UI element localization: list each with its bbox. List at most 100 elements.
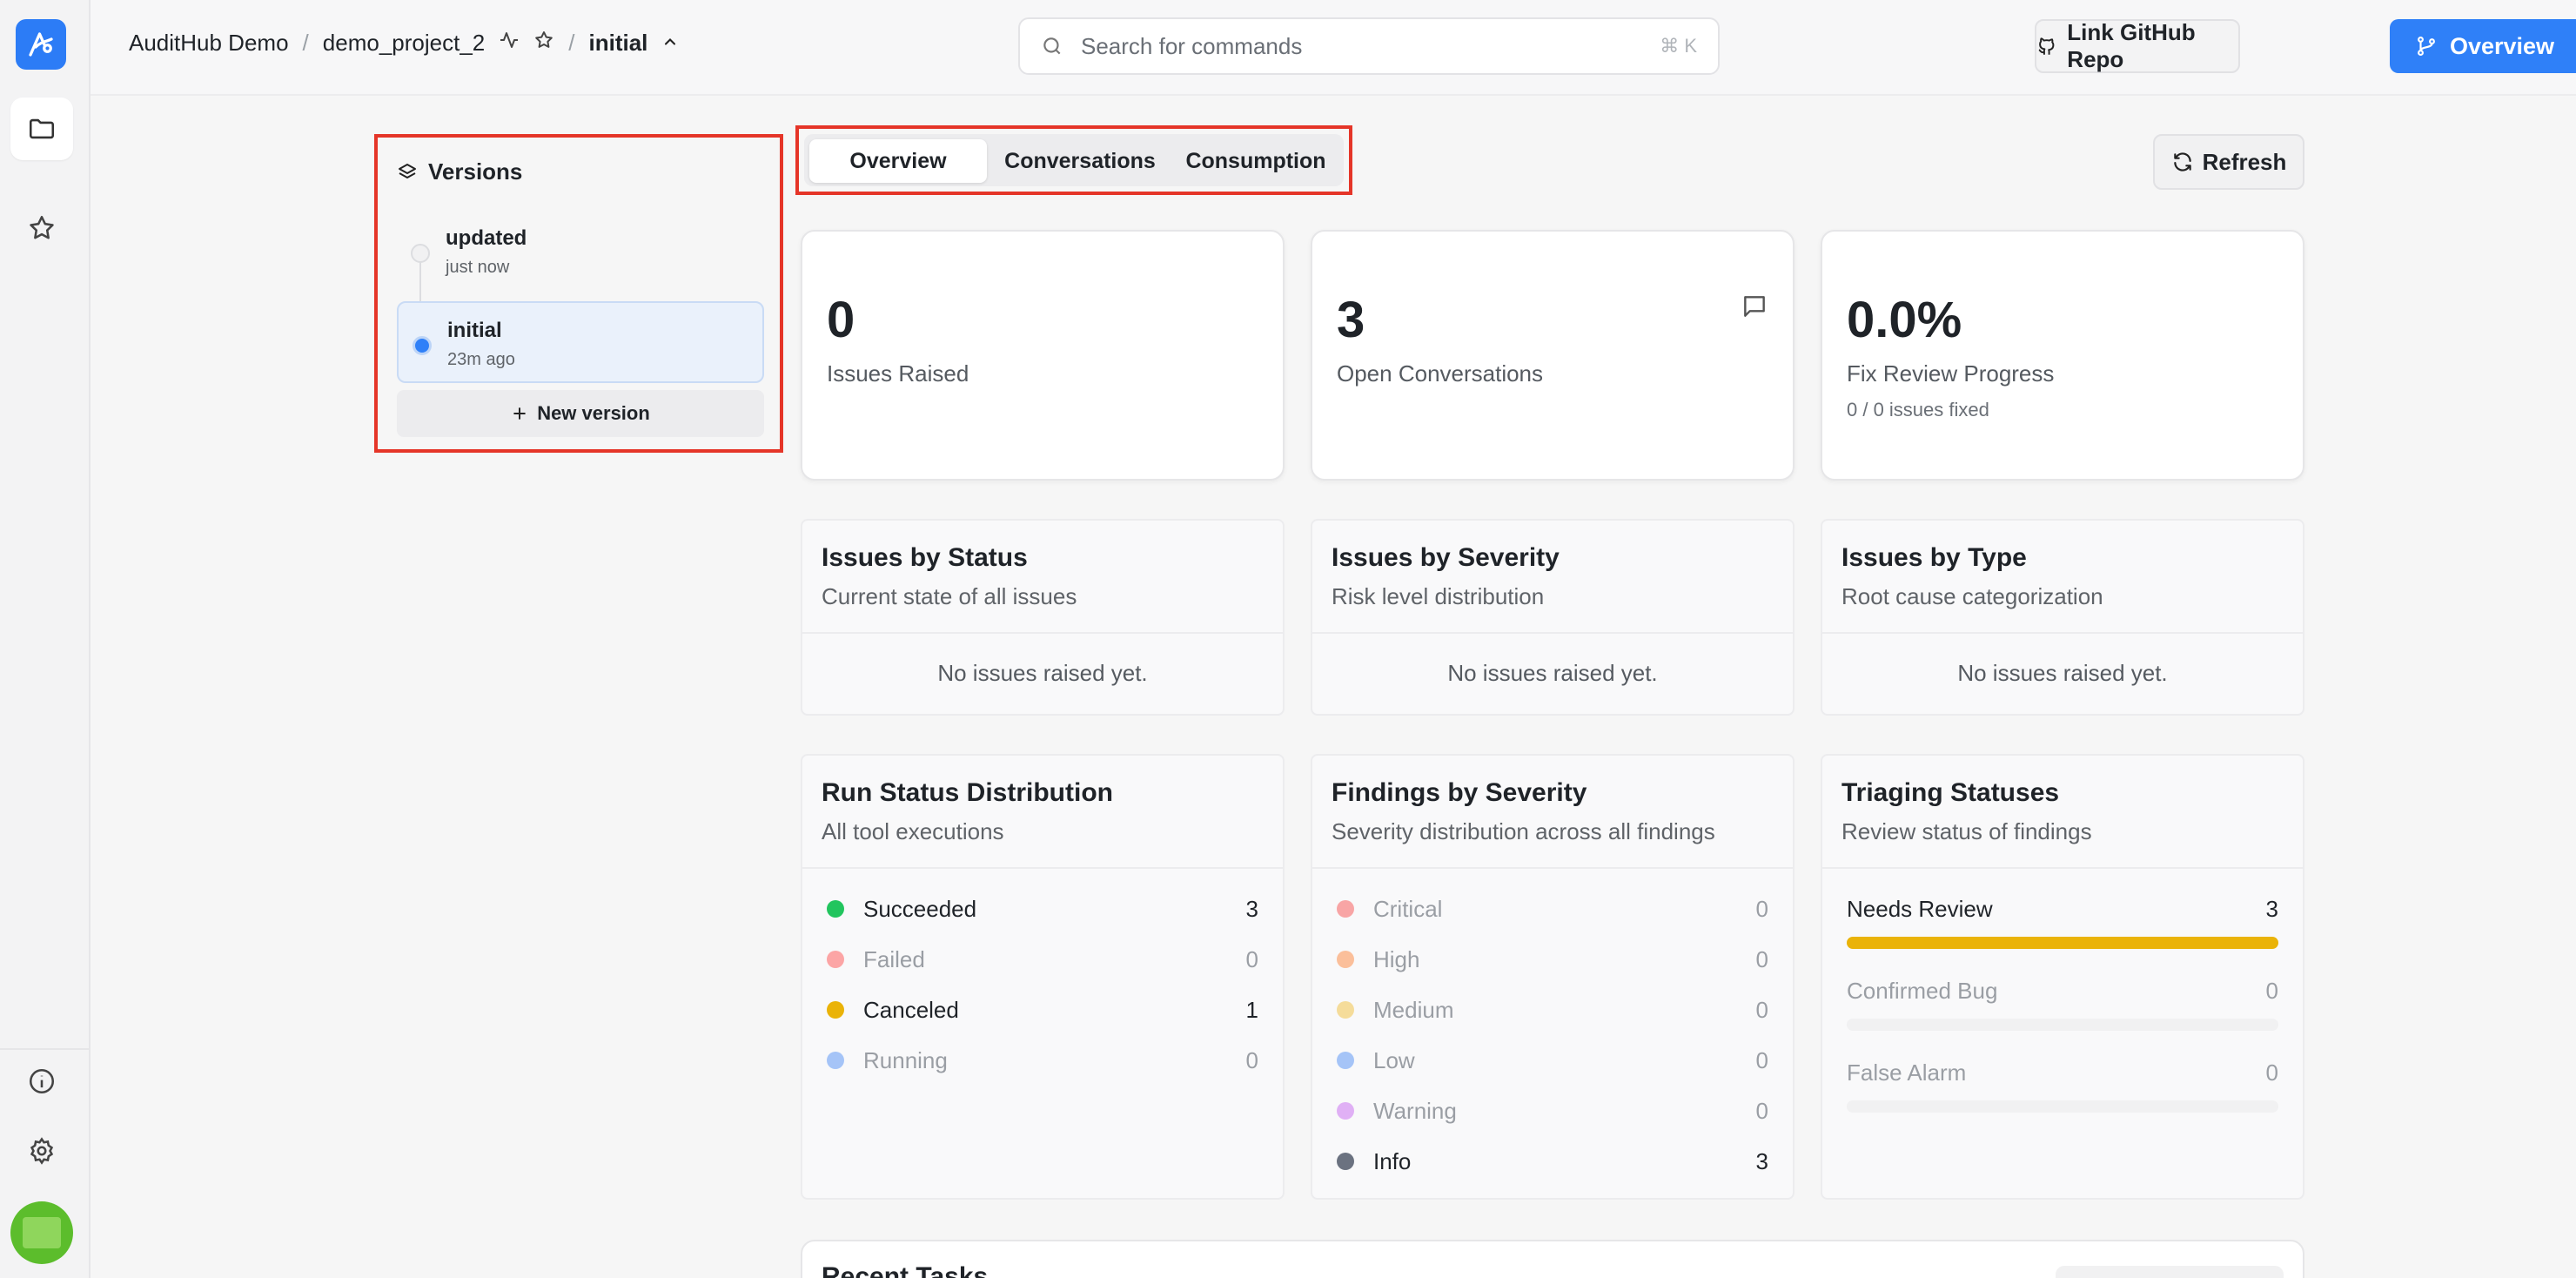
run-status-canceled: Canceled 1 [827, 992, 1258, 1027]
recent-tasks-action[interactable] [2056, 1266, 2284, 1278]
triage-false-alarm: False Alarm 0 [1847, 1055, 2278, 1090]
tab-conversations[interactable]: Conversations [1004, 148, 1156, 173]
version-dot [411, 244, 430, 263]
issues-by-type-panel: Issues by Type Root cause categorization… [1821, 519, 2304, 716]
panel-subtitle: Review status of findings [1841, 818, 2092, 844]
message-square-icon [1744, 296, 1765, 317]
findings-severity-panel: Findings by Severity Severity distributi… [1311, 754, 1794, 1200]
triaging-statuses-panel: Triaging Statuses Review status of findi… [1821, 754, 2304, 1200]
panel-subtitle: Severity distribution across all finding… [1332, 818, 1715, 844]
panel-divider [802, 867, 1283, 869]
issues-by-status-panel: Issues by Status Current state of all is… [801, 519, 1285, 716]
finding-medium: Medium 0 [1337, 992, 1768, 1027]
severity-count: 0 [1755, 1046, 1768, 1073]
projects-folder-icon[interactable] [10, 98, 73, 160]
triage-count: 0 [2265, 977, 2278, 1004]
empty-state: No issues raised yet. [1447, 660, 1658, 686]
github-icon [2038, 37, 2055, 55]
panel-title: Issues by Severity [1332, 543, 1560, 572]
triage-confirmed-bug: Confirmed Bug 0 [1847, 973, 2278, 1008]
panel-divider [1312, 632, 1793, 634]
status-count: 0 [1245, 1046, 1258, 1073]
panel-title: Triaging Statuses [1841, 778, 2060, 807]
status-name: Running [863, 1046, 948, 1073]
recent-tasks-panel: Recent Tasks [801, 1240, 2304, 1278]
info-icon[interactable] [10, 1050, 73, 1113]
new-version-label: New version [537, 402, 650, 424]
search-shortcut: ⌘ K [1660, 35, 1697, 57]
fix-review-detail: 0 / 0 issues fixed [1847, 399, 1989, 420]
version-name: initial [447, 319, 502, 342]
version-dot-selected [413, 336, 432, 355]
panel-subtitle: Risk level distribution [1332, 583, 1545, 609]
status-dot [827, 951, 844, 968]
severity-name: Low [1373, 1046, 1415, 1073]
versions-header: Versions [397, 158, 522, 185]
finding-info: Info 3 [1337, 1144, 1768, 1179]
version-time: 23m ago [447, 350, 515, 369]
activity-icon[interactable] [499, 30, 520, 57]
breadcrumb-project[interactable]: demo_project_2 [322, 30, 486, 56]
star-icon[interactable] [533, 30, 554, 57]
panel-subtitle: All tool executions [822, 818, 1004, 844]
overview-button[interactable]: Overview [2390, 19, 2576, 73]
status-dot [827, 1001, 844, 1019]
severity-dot [1337, 1153, 1354, 1170]
severity-name: High [1373, 945, 1420, 972]
fix-review-label: Fix Review Progress [1847, 360, 2055, 387]
link-github-label: Link GitHub Repo [2067, 19, 2196, 72]
version-time: just now [446, 258, 510, 277]
command-search-input[interactable]: Search for commands ⌘ K [1018, 17, 1720, 75]
status-dot [827, 1052, 844, 1069]
new-version-button[interactable]: New version [397, 390, 764, 437]
version-name: updated [446, 226, 527, 250]
app-sidebar [0, 0, 91, 1278]
versions-panel: Versions updated just now initial 23m ag… [374, 134, 783, 453]
view-tabs: Overview Conversations Consumption [795, 125, 1352, 195]
fix-review-value: 0.0% [1847, 292, 1962, 348]
panel-title: Findings by Severity [1332, 778, 1587, 807]
triage-progress-bar [1847, 937, 2278, 949]
user-avatar[interactable] [10, 1201, 73, 1264]
favorites-star-icon[interactable] [10, 197, 73, 259]
sidebar-divider [0, 1048, 91, 1050]
settings-gear-icon[interactable] [10, 1120, 73, 1182]
app-logo-icon[interactable] [16, 19, 66, 70]
severity-dot [1337, 951, 1354, 968]
breadcrumb-org[interactable]: AuditHub Demo [129, 30, 289, 56]
status-dot [827, 900, 844, 918]
severity-name: Medium [1373, 996, 1454, 1023]
panel-title: Issues by Type [1841, 543, 2027, 572]
severity-count: 0 [1755, 895, 1768, 922]
chevron-up-icon[interactable] [661, 30, 679, 57]
version-item-initial[interactable]: initial 23m ago [397, 301, 764, 383]
refresh-button[interactable]: Refresh [2153, 134, 2304, 190]
versions-title: Versions [428, 158, 523, 185]
refresh-icon [2173, 152, 2191, 172]
tab-overview[interactable]: Overview [809, 139, 987, 183]
triage-needs-review: Needs Review 3 [1847, 891, 2278, 926]
severity-name: Info [1373, 1147, 1412, 1174]
breadcrumb-separator: / [568, 30, 575, 56]
finding-low: Low 0 [1337, 1043, 1768, 1078]
triage-progress-bar [1847, 1100, 2278, 1113]
triage-name: Needs Review [1847, 895, 1993, 922]
status-name: Failed [863, 945, 925, 972]
panel-divider [802, 632, 1283, 634]
panel-divider [1822, 867, 2303, 869]
panel-divider [1822, 632, 2303, 634]
breadcrumb-version[interactable]: initial [588, 30, 648, 56]
severity-dot [1337, 900, 1354, 918]
status-count: 0 [1245, 945, 1258, 972]
link-github-button[interactable]: Link GitHub Repo [2035, 19, 2240, 73]
run-status-panel: Run Status Distribution All tool executi… [801, 754, 1285, 1200]
empty-state: No issues raised yet. [937, 660, 1148, 686]
status-count: 1 [1245, 996, 1258, 1023]
layers-icon [399, 163, 416, 178]
status-name: Canceled [863, 996, 959, 1023]
fix-review-card: 0.0% Fix Review Progress 0 / 0 issues fi… [1821, 230, 2304, 481]
severity-name: Critical [1373, 895, 1443, 922]
tab-consumption[interactable]: Consumption [1185, 148, 1326, 173]
version-item-updated[interactable]: updated just now [397, 211, 764, 293]
breadcrumb: AuditHub Demo / demo_project_2 / initial [129, 30, 679, 57]
